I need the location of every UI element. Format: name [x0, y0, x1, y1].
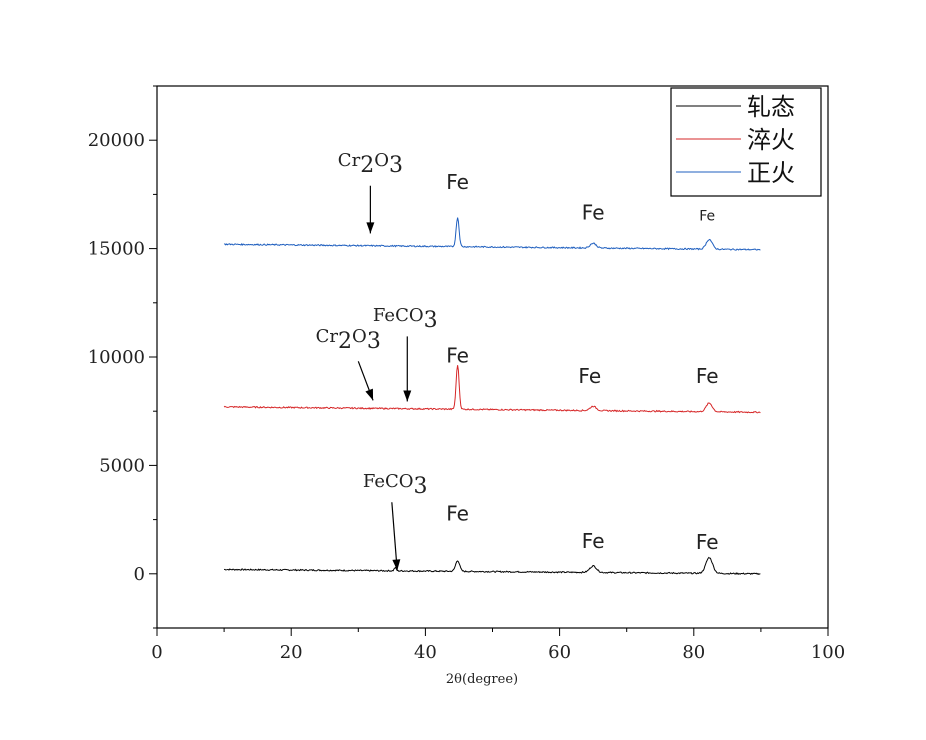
peak-label: Fe	[699, 208, 715, 224]
compound-label: FeCO3	[363, 471, 428, 499]
peak-label: Fe	[696, 530, 719, 554]
y-axis: 0 5000 10000 15000 20000	[88, 85, 157, 629]
legend-label: 正火	[747, 159, 795, 187]
compound-label: FeCO3	[373, 305, 438, 333]
peak-label: Fe	[696, 364, 719, 388]
series-line-1	[223, 365, 761, 414]
annotation-arrow-head	[365, 388, 374, 401]
y-tick-label: 0	[134, 564, 145, 585]
y-tick-label: 10000	[88, 347, 145, 368]
legend-label: 淬火	[747, 126, 795, 154]
x-axis: 0 20 40 60 80 100	[151, 628, 845, 663]
peak-label: Fe	[582, 200, 605, 224]
peak-label: Fe	[578, 364, 601, 388]
series-line-2	[223, 217, 761, 251]
y-tick-label: 15000	[88, 239, 145, 260]
compound-label: Cr2O3	[316, 326, 381, 354]
y-tick-label: 5000	[99, 455, 145, 476]
x-tick-label: 0	[151, 642, 162, 663]
legend-box	[670, 87, 822, 197]
peak-label: Fe	[446, 502, 469, 526]
series-line-0	[224, 556, 761, 576]
peak-label: Fe	[446, 343, 469, 367]
x-tick-label: 100	[811, 642, 845, 663]
x-tick-label: 60	[548, 642, 571, 663]
series-group	[223, 217, 761, 576]
x-axis-title: 2θ(degree)	[446, 672, 518, 687]
compound-label: Cr2O3	[338, 150, 403, 178]
x-tick-label: 20	[280, 642, 303, 663]
annotation-arrow-head	[366, 222, 375, 234]
peak-label: Fe	[582, 529, 605, 553]
legend-label: 轧态	[747, 93, 795, 121]
annotation-arrow-line	[391, 502, 398, 571]
peak-label: Fe	[446, 170, 469, 194]
annotation-arrow-head	[403, 390, 412, 402]
annotation-arrow-head	[392, 559, 401, 571]
x-tick-label: 40	[414, 642, 437, 663]
y-tick-label: 20000	[88, 130, 145, 151]
x-tick-label: 80	[682, 642, 705, 663]
